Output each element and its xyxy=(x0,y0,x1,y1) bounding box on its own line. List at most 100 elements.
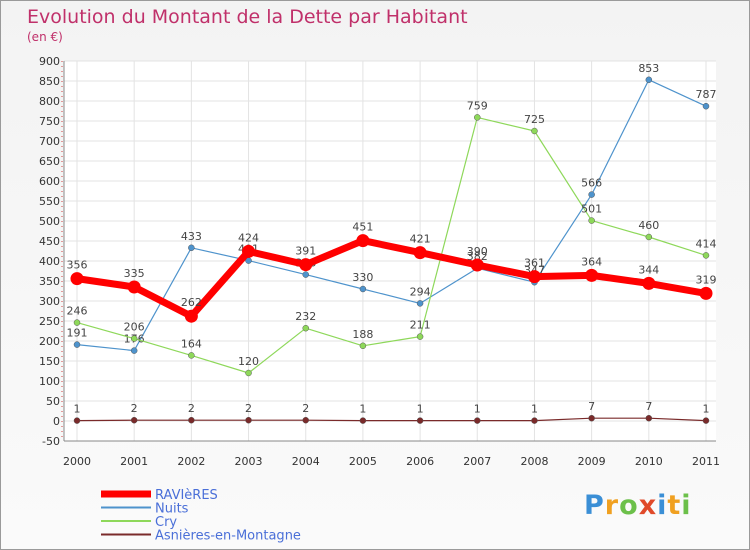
data-point xyxy=(413,246,427,260)
series-line-2 xyxy=(76,116,707,374)
x-tick-label: 2011 xyxy=(692,455,720,468)
y-tick-label: 150 xyxy=(39,355,60,368)
data-label: 294 xyxy=(410,285,431,298)
legend-label-0: RAVIèRES xyxy=(155,488,218,503)
y-tick-label: 300 xyxy=(39,295,60,308)
data-point xyxy=(302,416,309,424)
chart-subtitle: (en €) xyxy=(27,30,63,44)
data-label: 2 xyxy=(188,402,195,415)
x-tick-label: 2002 xyxy=(177,455,205,468)
data-label: 188 xyxy=(352,328,373,341)
y-tick-label: 750 xyxy=(39,115,60,128)
data-label: 211 xyxy=(410,319,431,332)
data-point xyxy=(70,272,84,286)
y-tick-label: 900 xyxy=(39,55,60,68)
y-tick-label: 100 xyxy=(39,375,60,388)
data-label: 421 xyxy=(410,233,431,246)
data-point xyxy=(356,234,370,248)
data-point xyxy=(416,333,424,340)
data-point xyxy=(359,285,367,293)
data-point xyxy=(245,369,252,377)
data-label: 246 xyxy=(67,305,88,318)
data-label: 330 xyxy=(352,271,373,284)
data-point xyxy=(73,319,81,326)
data-point xyxy=(588,414,595,422)
y-tick-label: 550 xyxy=(39,195,60,208)
data-label: 319 xyxy=(696,273,717,286)
data-point xyxy=(188,244,195,252)
data-label: 1 xyxy=(359,403,366,416)
x-tick-label: 2004 xyxy=(292,455,320,468)
data-label: 361 xyxy=(524,257,545,270)
data-label: 364 xyxy=(581,255,602,268)
y-tick-label: 250 xyxy=(39,315,60,328)
y-tick-label: 700 xyxy=(39,135,60,148)
x-tick-label: 2007 xyxy=(463,455,491,468)
y-tick-label: 600 xyxy=(39,175,60,188)
data-label: 725 xyxy=(524,113,545,126)
data-label: 232 xyxy=(295,310,316,323)
data-point xyxy=(130,416,138,424)
data-label: 433 xyxy=(181,230,202,243)
data-label: 2 xyxy=(302,402,309,415)
data-point xyxy=(416,417,424,424)
y-tick-label: -50 xyxy=(42,435,60,448)
x-tick-label: 2000 xyxy=(63,455,91,468)
data-point xyxy=(585,268,599,282)
data-label: 120 xyxy=(238,355,259,368)
y-tick-label: 450 xyxy=(39,235,60,248)
y-tick-label: 650 xyxy=(39,155,60,168)
y-tick-label: 50 xyxy=(46,395,60,408)
data-point xyxy=(302,271,309,278)
x-tick-label: 2010 xyxy=(635,455,663,468)
series-line-1 xyxy=(76,79,707,352)
data-point xyxy=(645,233,653,241)
data-label: 1 xyxy=(74,403,81,416)
data-point xyxy=(531,127,538,135)
y-tick-label: 0 xyxy=(53,415,60,428)
data-point xyxy=(531,417,538,424)
data-point xyxy=(188,416,195,424)
data-point xyxy=(474,114,481,121)
data-label: 164 xyxy=(181,337,202,350)
data-label: 451 xyxy=(352,221,373,234)
data-point xyxy=(73,417,81,424)
data-point xyxy=(359,342,367,350)
data-point xyxy=(702,102,710,110)
data-label: 262 xyxy=(181,296,202,309)
data-point xyxy=(302,324,309,332)
data-point xyxy=(242,244,256,258)
data-point xyxy=(245,416,252,424)
data-point xyxy=(588,217,595,224)
legend-label-2: Cry xyxy=(155,515,177,530)
y-tick-label: 500 xyxy=(39,215,60,228)
data-label: 2 xyxy=(131,402,138,415)
data-point xyxy=(416,300,424,307)
data-point xyxy=(645,76,653,84)
data-label: 1 xyxy=(703,403,710,416)
data-point xyxy=(474,417,481,424)
y-tick-label: 850 xyxy=(39,75,60,88)
data-label: 853 xyxy=(638,62,659,75)
x-tick-label: 2005 xyxy=(349,455,377,468)
data-label: 2 xyxy=(245,402,252,415)
y-tick-label: 800 xyxy=(39,95,60,108)
legend-label-3: Asnières-en-Montagne xyxy=(155,529,301,544)
plot-area xyxy=(64,61,716,441)
data-label: 7 xyxy=(645,400,652,413)
y-tick-label: 350 xyxy=(39,275,60,288)
data-point xyxy=(588,191,595,198)
data-point xyxy=(359,417,367,424)
x-tick-label: 2006 xyxy=(406,455,434,468)
data-label: 382 xyxy=(467,250,488,263)
data-point xyxy=(702,417,710,424)
y-tick-label: 200 xyxy=(39,335,60,348)
data-label: 460 xyxy=(638,219,659,232)
data-label: 424 xyxy=(238,231,259,244)
data-label: 1 xyxy=(474,403,481,416)
data-point xyxy=(127,280,141,294)
data-label: 390 xyxy=(467,245,488,258)
data-label: 414 xyxy=(696,237,717,250)
data-point xyxy=(470,258,484,272)
